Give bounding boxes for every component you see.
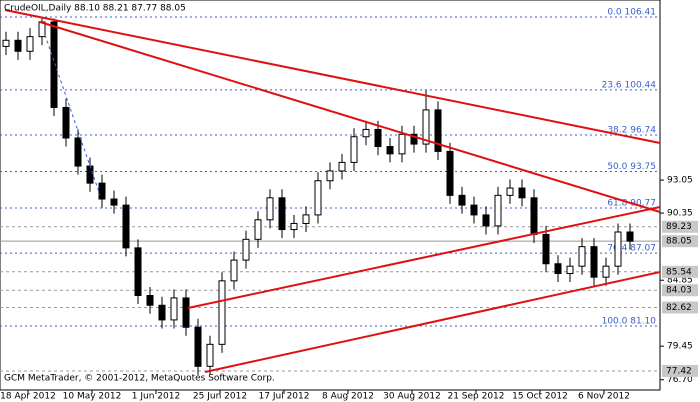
candle-body xyxy=(98,182,106,200)
candle-body xyxy=(386,146,394,155)
price-box xyxy=(662,220,698,233)
plot-frame xyxy=(0,0,661,391)
candle-body xyxy=(254,219,262,240)
candle-body xyxy=(26,36,34,52)
candle-body xyxy=(122,204,130,249)
candle-body xyxy=(326,170,334,182)
candle-body xyxy=(74,137,82,167)
x-tick-label: 17 Jul 2012 xyxy=(259,392,310,402)
candle-body xyxy=(206,343,214,367)
candle-body xyxy=(362,128,370,138)
candle-body xyxy=(14,39,22,52)
candle-body xyxy=(50,21,58,108)
y-tick-label: 79.45 xyxy=(667,342,693,352)
candle-body xyxy=(458,194,466,206)
candle-body xyxy=(350,136,358,163)
candle-body xyxy=(218,280,226,345)
fib-label: 38.2 96.74 xyxy=(607,126,656,136)
x-tick-label: 1 Jun 2012 xyxy=(132,392,180,402)
candle-body xyxy=(110,198,118,206)
candle-body xyxy=(422,109,430,145)
price-box xyxy=(662,284,698,297)
candle-body xyxy=(170,297,178,321)
footer: GCM MetaTrader, © 2001-2012, MetaQuotes … xyxy=(4,374,275,384)
candle-body xyxy=(158,304,166,321)
fib-trend xyxy=(44,34,101,196)
x-tick-label: 21 Sep 2012 xyxy=(447,392,504,402)
trend-line xyxy=(187,206,661,309)
candle-body xyxy=(494,194,502,227)
price-box xyxy=(662,265,698,278)
y-tick-label: 84.85 xyxy=(667,276,693,286)
candle-body xyxy=(146,294,154,306)
x-tick-label: 25 Jun 2012 xyxy=(193,392,247,402)
price-label: 82.62 xyxy=(666,303,692,313)
fib-label: 0.0 106.41 xyxy=(607,7,656,17)
candle-body xyxy=(398,133,406,155)
price-label: 88.05 xyxy=(666,237,692,247)
y-tick-label: 93.05 xyxy=(667,176,693,186)
price-box xyxy=(662,235,698,248)
candle-body xyxy=(2,39,10,47)
candle-body xyxy=(242,238,250,261)
candle-body xyxy=(542,233,550,265)
candle-body xyxy=(554,263,562,275)
fib-label: 50.0 93.75 xyxy=(607,162,656,172)
candle-body xyxy=(446,150,454,196)
candle-body xyxy=(434,109,442,152)
fib-label: 100.0 81.10 xyxy=(602,317,657,327)
x-tick-label: 18 Apr 2012 xyxy=(0,392,56,402)
fib-label: 23.6 100.44 xyxy=(602,80,657,90)
candle-body xyxy=(518,187,526,199)
candle-body xyxy=(590,246,598,278)
x-tick-label: 15 Oct 2012 xyxy=(512,392,568,402)
price-label: 85.54 xyxy=(666,267,692,277)
candle-body xyxy=(506,187,514,196)
candle-body xyxy=(62,106,70,139)
candle-body xyxy=(266,197,274,221)
x-tick-label: 30 Aug 2012 xyxy=(383,392,441,402)
trend-line xyxy=(204,271,661,373)
candle-body xyxy=(278,197,286,231)
candle-body xyxy=(482,214,490,227)
candle-body xyxy=(338,161,346,172)
candle-body xyxy=(230,259,238,282)
trend-line xyxy=(4,9,661,144)
price-box xyxy=(662,364,698,377)
price-label: 77.42 xyxy=(666,366,692,376)
x-tick-label: 10 May 2012 xyxy=(63,392,122,402)
candle-body xyxy=(86,165,94,184)
candle-body xyxy=(302,214,310,224)
candle-body xyxy=(134,247,142,296)
candle-body xyxy=(578,246,586,267)
x-tick-label: 8 Aug 2012 xyxy=(322,392,374,402)
chart-title: CrudeOIL,Daily 88.10 88.21 87.77 88.05 xyxy=(4,4,186,14)
trend-line xyxy=(39,21,661,213)
candle-body xyxy=(602,265,610,278)
candle-body xyxy=(182,297,190,328)
y-tick-label: 90.35 xyxy=(667,209,693,219)
candle-body xyxy=(410,133,418,145)
candle-body xyxy=(374,128,382,148)
fib-label: 76.4 87.07 xyxy=(607,244,656,254)
candle-body xyxy=(314,180,322,216)
y-tick-label: 76.70 xyxy=(667,375,693,385)
candle-body xyxy=(470,204,478,216)
candle-body xyxy=(290,222,298,231)
candle-body xyxy=(530,197,538,235)
candle-body xyxy=(194,326,202,367)
candle-body xyxy=(626,231,634,242)
x-tick-label: 6 Nov 2012 xyxy=(578,392,630,402)
candle-body xyxy=(614,231,622,267)
candle-body xyxy=(566,265,574,275)
price-box xyxy=(662,301,698,314)
price-label: 89.23 xyxy=(666,222,692,232)
price-label: 84.03 xyxy=(666,286,692,296)
